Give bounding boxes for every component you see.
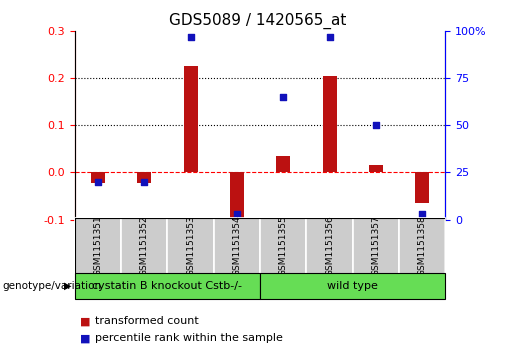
- Text: GSM1151357: GSM1151357: [371, 216, 381, 276]
- Bar: [75, 273, 260, 299]
- Point: [325, 34, 334, 40]
- Bar: [230, 172, 244, 222]
- Point: [418, 211, 426, 217]
- Text: ■: ■: [80, 333, 90, 343]
- Text: ▶: ▶: [63, 281, 71, 291]
- Text: genotype/variation: genotype/variation: [3, 281, 101, 291]
- Text: GSM1151356: GSM1151356: [325, 216, 334, 276]
- Text: wild type: wild type: [328, 281, 378, 291]
- Text: GDS5089 / 1420565_at: GDS5089 / 1420565_at: [169, 13, 346, 29]
- Bar: [353, 218, 399, 274]
- Bar: [75, 218, 121, 274]
- Bar: [121, 218, 167, 274]
- Text: GSM1151352: GSM1151352: [140, 216, 149, 276]
- Text: transformed count: transformed count: [95, 316, 199, 326]
- Text: percentile rank within the sample: percentile rank within the sample: [95, 333, 283, 343]
- Bar: [260, 218, 306, 274]
- Bar: [91, 172, 105, 183]
- Bar: [306, 218, 353, 274]
- Point: [233, 211, 241, 217]
- Point: [94, 179, 102, 185]
- Bar: [167, 218, 214, 274]
- Bar: [260, 273, 445, 299]
- Text: GSM1151354: GSM1151354: [232, 216, 242, 276]
- Text: GSM1151355: GSM1151355: [279, 216, 288, 276]
- Text: ■: ■: [80, 316, 90, 326]
- Text: GSM1151351: GSM1151351: [93, 216, 102, 276]
- Point: [140, 179, 148, 185]
- Bar: [183, 66, 197, 172]
- Bar: [322, 76, 336, 172]
- Point: [372, 122, 380, 128]
- Bar: [214, 218, 260, 274]
- Bar: [399, 218, 445, 274]
- Text: GSM1151358: GSM1151358: [418, 216, 427, 276]
- Bar: [369, 166, 383, 172]
- Point: [279, 94, 287, 100]
- Point: [186, 34, 195, 40]
- Text: cystatin B knockout Cstb-/-: cystatin B knockout Cstb-/-: [92, 281, 243, 291]
- Bar: [137, 172, 151, 183]
- Bar: [276, 156, 290, 172]
- Bar: [415, 172, 429, 203]
- Text: GSM1151353: GSM1151353: [186, 216, 195, 276]
